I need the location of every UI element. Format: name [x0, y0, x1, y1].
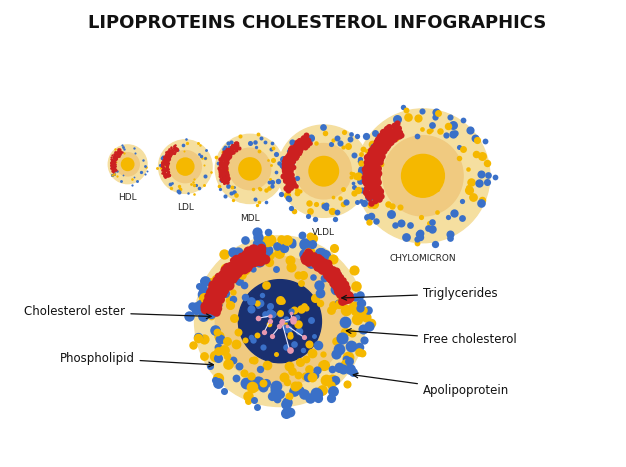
- Circle shape: [401, 155, 444, 197]
- Circle shape: [121, 158, 134, 170]
- Text: CHYLOMICRON: CHYLOMICRON: [389, 255, 456, 263]
- Circle shape: [309, 156, 339, 186]
- Circle shape: [356, 109, 490, 243]
- Circle shape: [296, 143, 351, 199]
- Circle shape: [239, 280, 321, 363]
- Circle shape: [108, 145, 147, 184]
- Text: Free cholesterol: Free cholesterol: [346, 329, 516, 346]
- Text: Phospholipid: Phospholipid: [59, 352, 213, 367]
- Circle shape: [277, 125, 370, 217]
- Text: HDL: HDL: [118, 193, 137, 202]
- Circle shape: [229, 148, 270, 190]
- Circle shape: [215, 256, 344, 386]
- Text: Apolipoprotein: Apolipoprotein: [353, 373, 509, 397]
- Circle shape: [169, 150, 202, 183]
- Text: LDL: LDL: [177, 203, 194, 212]
- Text: LIPOPROTEINS CHOLESTEROL INFOGRAPHICS: LIPOPROTEINS CHOLESTEROL INFOGRAPHICS: [88, 14, 546, 32]
- Circle shape: [239, 158, 261, 180]
- Circle shape: [195, 236, 366, 407]
- Text: Cholesterol ester: Cholesterol ester: [24, 305, 211, 318]
- Circle shape: [177, 158, 194, 175]
- Circle shape: [215, 134, 285, 204]
- Text: MDL: MDL: [240, 213, 260, 223]
- Circle shape: [158, 140, 212, 193]
- Circle shape: [116, 153, 139, 176]
- Circle shape: [383, 136, 463, 216]
- Text: VLDL: VLDL: [312, 228, 336, 237]
- Text: Triglycerides: Triglycerides: [342, 287, 498, 300]
